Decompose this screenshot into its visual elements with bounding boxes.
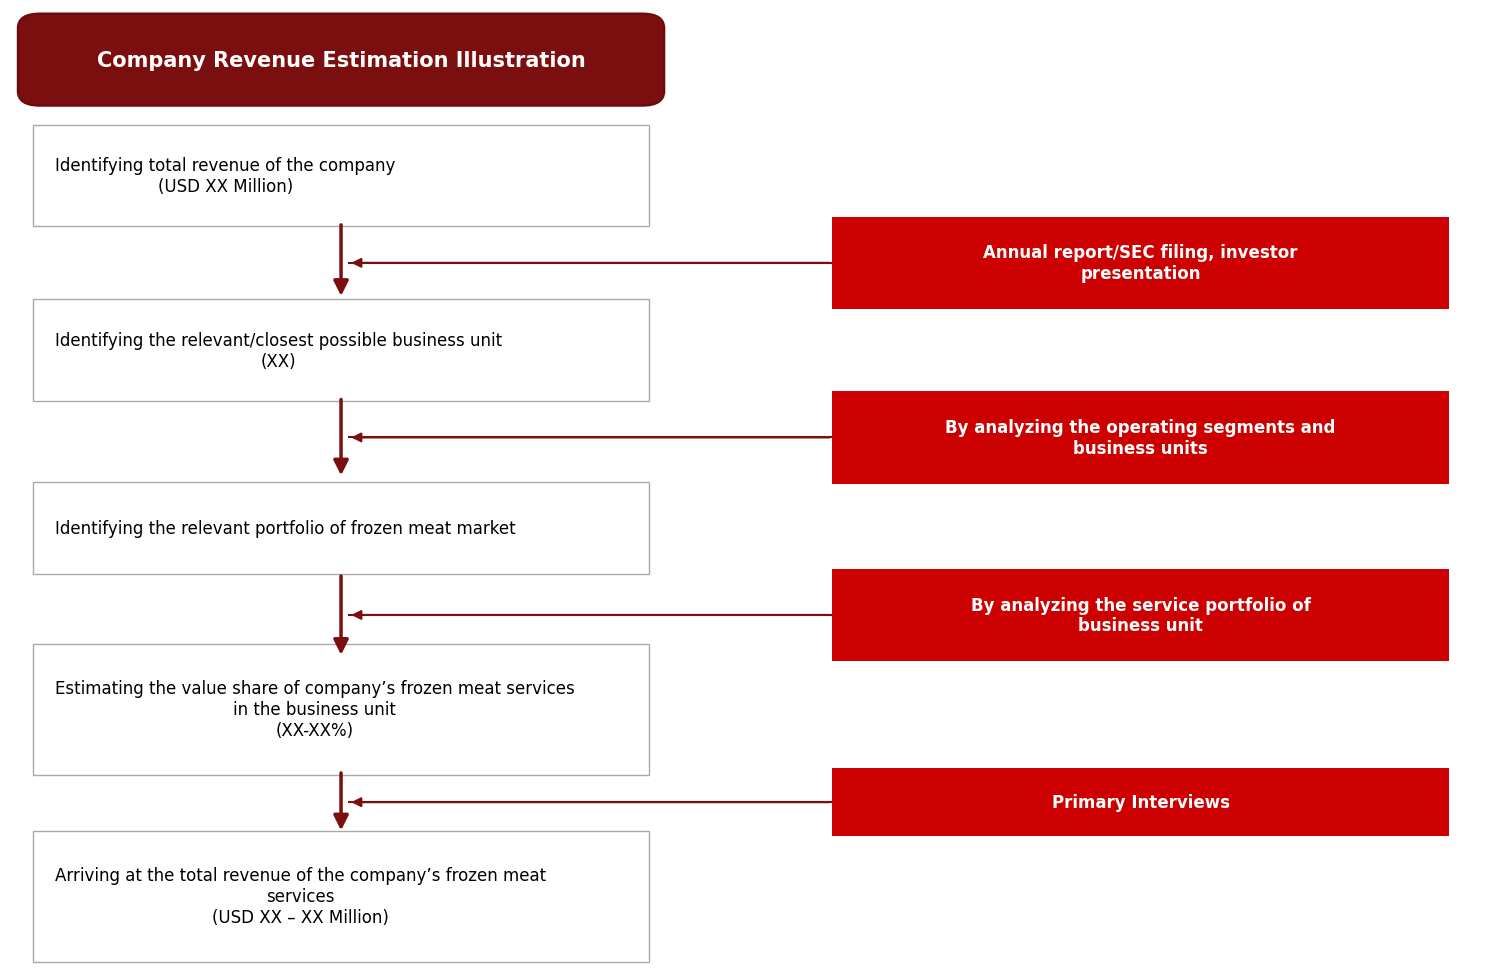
Text: Annual report/SEC filing, investor
presentation: Annual report/SEC filing, investor prese… <box>984 244 1297 283</box>
Text: Company Revenue Estimation Illustration: Company Revenue Estimation Illustration <box>97 50 585 71</box>
Text: By analyzing the service portfolio of
business unit: By analyzing the service portfolio of bu… <box>970 596 1311 635</box>
FancyBboxPatch shape <box>33 482 649 574</box>
FancyBboxPatch shape <box>33 643 649 775</box>
FancyBboxPatch shape <box>33 300 649 402</box>
FancyBboxPatch shape <box>832 570 1449 662</box>
Text: Estimating the value share of company’s frozen meat services
in the business uni: Estimating the value share of company’s … <box>55 679 575 739</box>
FancyBboxPatch shape <box>33 126 649 228</box>
FancyBboxPatch shape <box>832 391 1449 484</box>
Text: Identifying the relevant portfolio of frozen meat market: Identifying the relevant portfolio of fr… <box>55 519 516 537</box>
FancyBboxPatch shape <box>832 768 1449 836</box>
Text: Identifying total revenue of the company
(USD XX Million): Identifying total revenue of the company… <box>55 157 395 196</box>
Text: By analyzing the operating segments and
business units: By analyzing the operating segments and … <box>945 419 1336 457</box>
Text: Arriving at the total revenue of the company’s frozen meat
services
(USD XX – XX: Arriving at the total revenue of the com… <box>55 866 547 926</box>
Text: Primary Interviews: Primary Interviews <box>1052 794 1229 811</box>
FancyBboxPatch shape <box>832 218 1449 310</box>
Text: Identifying the relevant/closest possible business unit
(XX): Identifying the relevant/closest possibl… <box>55 331 502 370</box>
FancyBboxPatch shape <box>18 15 664 107</box>
FancyBboxPatch shape <box>33 831 649 961</box>
